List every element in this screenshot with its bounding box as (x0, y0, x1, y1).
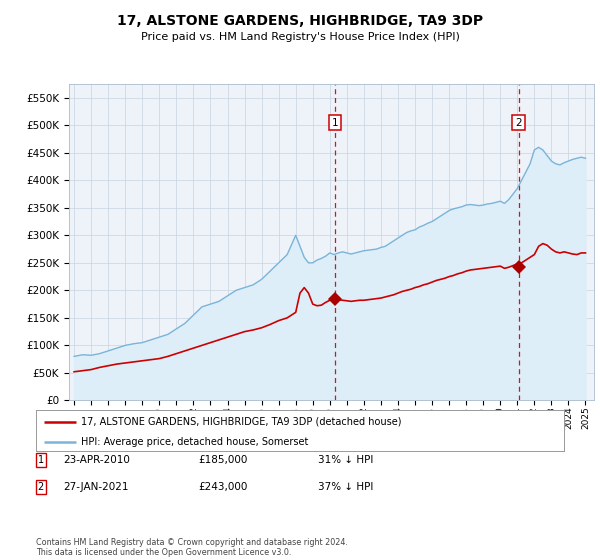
Text: Contains HM Land Registry data © Crown copyright and database right 2024.
This d: Contains HM Land Registry data © Crown c… (36, 538, 348, 557)
Text: £243,000: £243,000 (198, 482, 247, 492)
Text: 31% ↓ HPI: 31% ↓ HPI (318, 455, 373, 465)
Text: £185,000: £185,000 (198, 455, 247, 465)
Text: 2: 2 (515, 118, 522, 128)
Text: 17, ALSTONE GARDENS, HIGHBRIDGE, TA9 3DP (detached house): 17, ALSTONE GARDENS, HIGHBRIDGE, TA9 3DP… (81, 417, 401, 427)
Text: 2: 2 (38, 482, 44, 492)
Text: Price paid vs. HM Land Registry's House Price Index (HPI): Price paid vs. HM Land Registry's House … (140, 32, 460, 43)
Text: 27-JAN-2021: 27-JAN-2021 (63, 482, 128, 492)
Text: 1: 1 (332, 118, 338, 128)
Text: 1: 1 (38, 455, 44, 465)
Text: HPI: Average price, detached house, Somerset: HPI: Average price, detached house, Some… (81, 437, 308, 447)
Text: 17, ALSTONE GARDENS, HIGHBRIDGE, TA9 3DP: 17, ALSTONE GARDENS, HIGHBRIDGE, TA9 3DP (117, 14, 483, 28)
Text: 37% ↓ HPI: 37% ↓ HPI (318, 482, 373, 492)
Text: 23-APR-2010: 23-APR-2010 (63, 455, 130, 465)
